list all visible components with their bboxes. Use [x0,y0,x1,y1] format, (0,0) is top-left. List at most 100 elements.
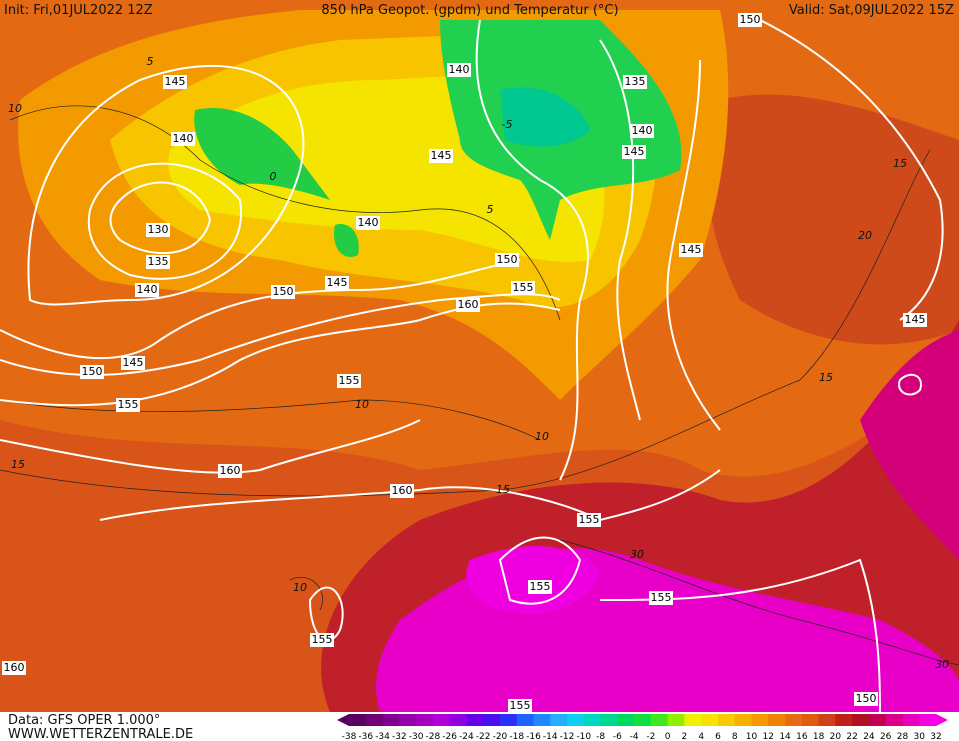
temperature-label: 30 [935,658,949,671]
legend-label: -12 [560,732,575,741]
label-box [121,356,145,370]
temperature-label: 15 [496,483,510,496]
legend-swatch [768,714,786,726]
legend-label: 4 [698,732,704,741]
map-title: 850 hPa Geopot. (gpdm) und Temperatur (°… [321,3,618,18]
legend-swatch [885,714,903,726]
geopotential-labels: 1451401301351401451501551501451401451401… [2,13,927,713]
legend-swatch [382,714,400,726]
legend-swatch [868,714,887,726]
legend-swatch [416,714,434,726]
legend-label: 22 [846,732,857,741]
data-source: Data: GFS OPER 1.000° [8,713,160,728]
legend-label: 26 [880,732,892,741]
legend-swatch [449,714,467,726]
label-box [2,661,26,675]
legend-swatch [818,714,836,726]
label-box [356,216,380,230]
legend-label: -4 [630,732,639,741]
legend-swatch [801,714,820,726]
color-legend: -38 -36 -34 -32 -30 -28 -26 -24 -22 -20 -18 -16 -14-… [337,714,948,741]
label-box [171,132,195,146]
legend-label: 6 [715,732,721,741]
temperature-label: -5 [502,118,513,131]
label-box [528,580,552,594]
label-box [854,692,878,706]
legend-swatch [835,714,853,726]
label-box [116,398,140,412]
legend-label: -38 [342,732,357,741]
legend-label: 0 [665,732,671,741]
geopotential-label: 130 [148,223,169,236]
label-box [456,298,480,312]
legend-label: -8 [596,732,605,741]
label-box [218,464,242,478]
label-box [511,281,535,295]
legend-swatch [717,714,736,726]
label-box [622,145,646,159]
geopotential-label: 145 [165,75,186,88]
legend-swatch [919,714,937,726]
legend-label: -20 [493,732,508,741]
label-box [80,365,104,379]
geopotential-label: 155 [339,374,360,387]
legend-label: -32 [392,732,407,741]
legend-label: 2 [682,732,688,741]
legend-label: -34 [375,732,390,741]
site-name: WWW.WETTERZENTRALE.DE [8,727,193,741]
legend-swatch [902,714,920,726]
temperature-label: 0 [270,170,277,183]
legend-swatch [617,714,635,726]
legend-label: -6 [613,732,622,741]
geopotential-label: 135 [625,75,646,88]
legend-swatch [533,714,551,726]
temperature-fields [0,10,959,712]
geopotential-label: 145 [327,276,348,289]
geopotential-label: 155 [651,591,672,604]
label-box [337,374,361,388]
temperature-label: 10 [535,430,549,443]
legend-label: 12 [763,732,774,741]
geopotential-label: 160 [220,464,241,477]
init-time: Init: Fri,01JUL2022 12Z [4,3,153,18]
legend-label: -26 [442,732,457,741]
temperature-label: 15 [11,458,25,471]
legend-label: 30 [914,732,926,741]
geopotential-label: 140 [173,132,194,145]
temperature-labels: 10 5 0 5 -5 15 20 15 10 15 15 10 30 30 10 [8,55,949,671]
legend-swatch [667,714,685,726]
label-box [630,124,654,138]
legend-label: -18 [509,732,524,741]
geopotential-label: 140 [632,124,653,137]
legend-swatch [483,714,501,726]
legend-label: 14 [779,732,791,741]
legend-label: 28 [897,732,909,741]
legend-swatch [600,714,618,726]
label-box [390,484,414,498]
label-box [325,276,349,290]
label-box [271,285,295,299]
legend-label: 10 [746,732,758,741]
geopotential-label: 145 [905,313,926,326]
geopotential-label: 140 [137,283,158,296]
temperature-label: 10 [8,102,22,115]
legend-label: 18 [813,732,825,741]
legend-label: 32 [930,732,941,741]
temperature-label: 10 [293,581,307,594]
legend-label: 16 [796,732,808,741]
label-box [508,699,532,713]
legend-swatch [550,714,568,726]
geopotential-label: 135 [148,255,169,268]
legend-swatch [751,714,769,726]
geopotential-label: 140 [449,63,470,76]
label-box [738,13,762,27]
legend-label: -10 [576,732,591,741]
legend-swatch [634,714,652,726]
geopotential-label: 155 [312,633,333,646]
temperature-label: 15 [893,157,907,170]
label-box [447,63,471,77]
geopotential-label: 145 [123,356,144,369]
legend-label: -36 [358,732,373,741]
legend-label: -2 [646,732,655,741]
